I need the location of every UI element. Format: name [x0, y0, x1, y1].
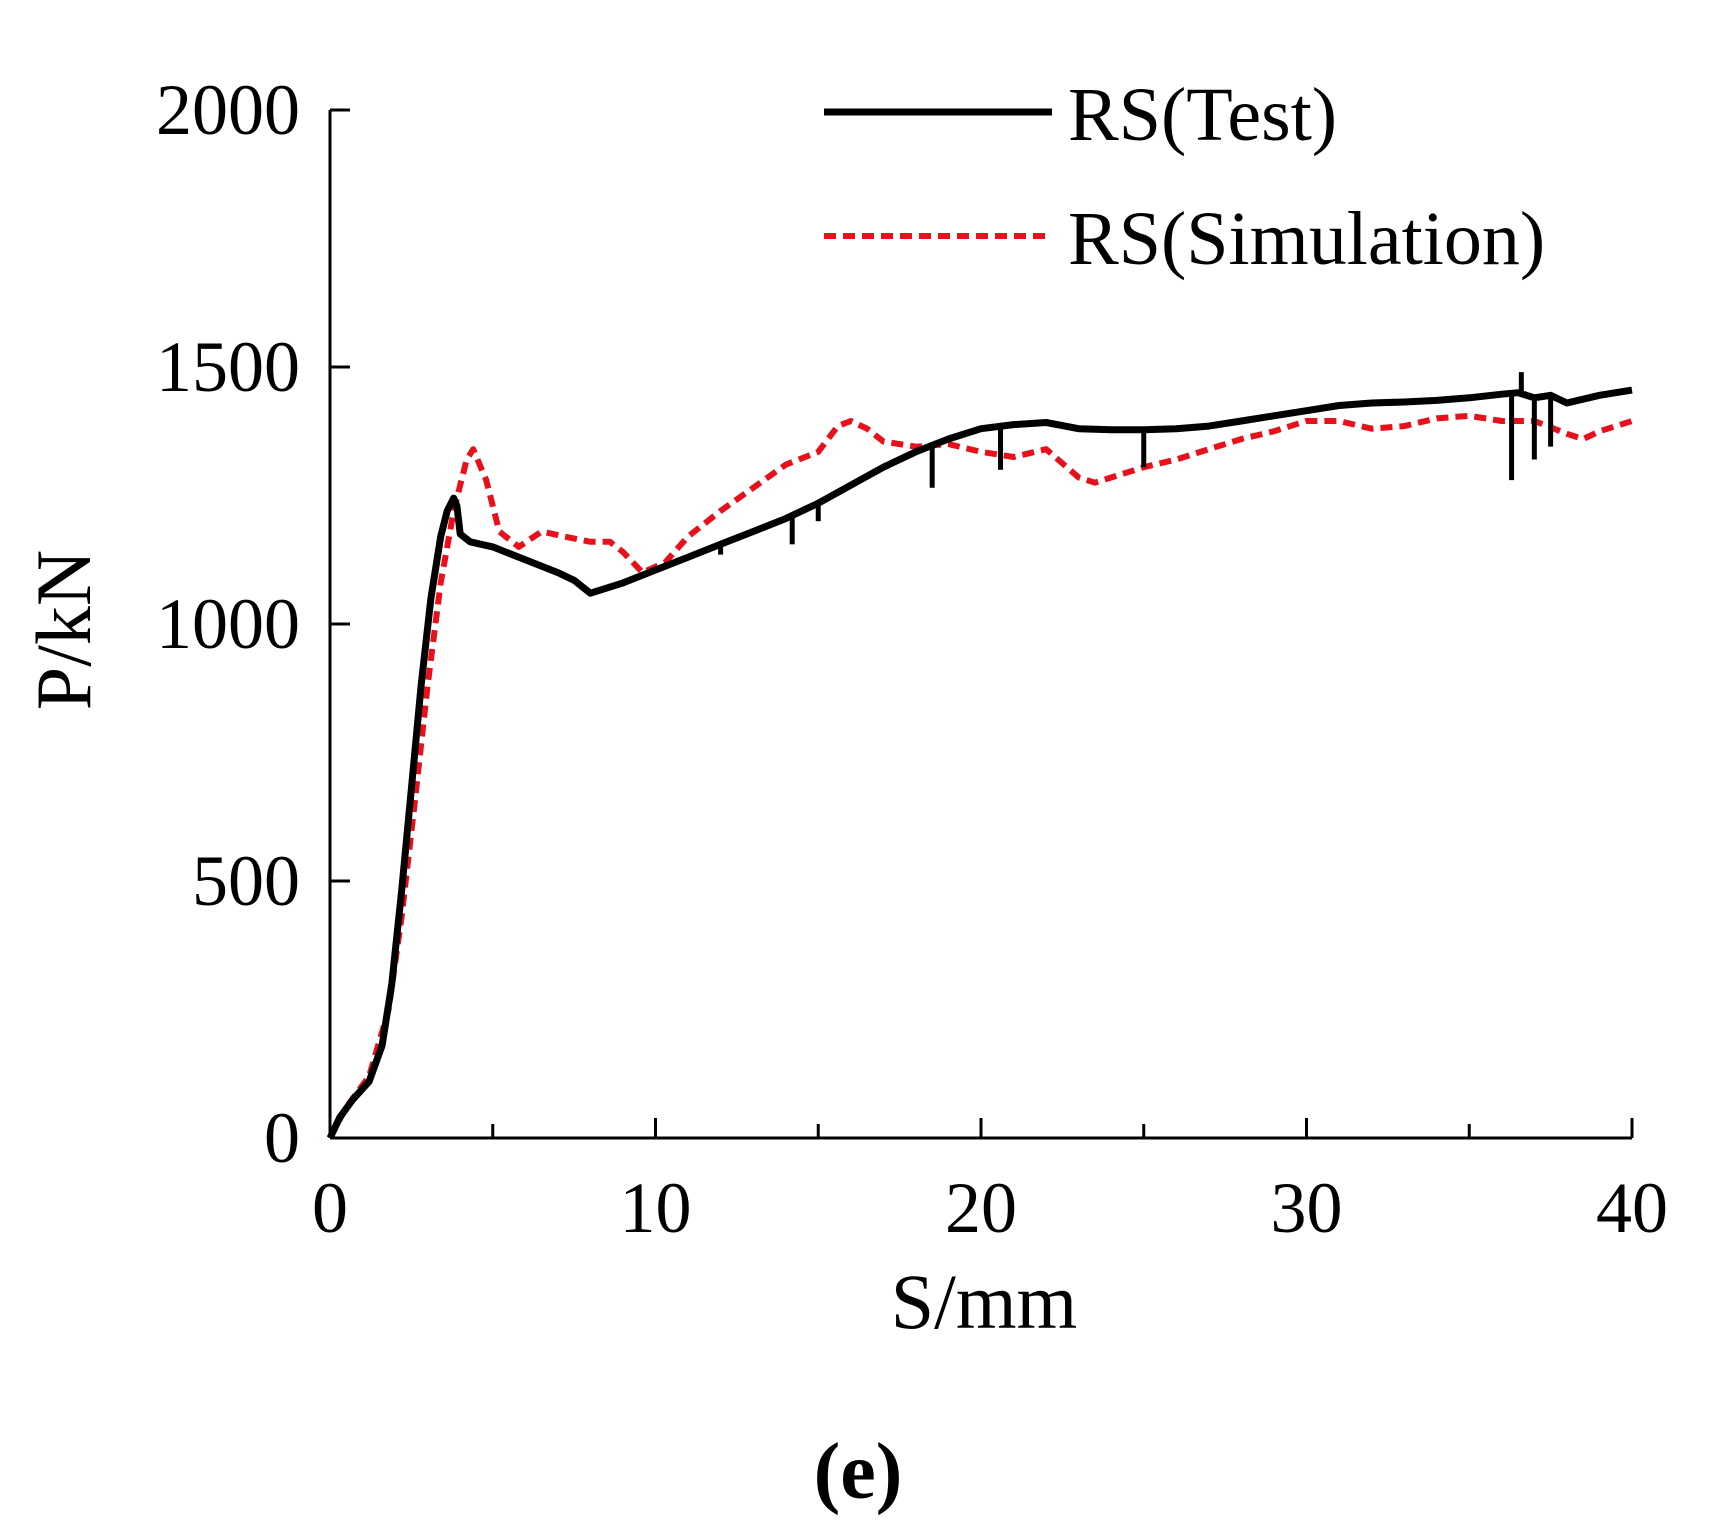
x-tick-label: 0: [312, 1168, 348, 1248]
legend-label-test: RS(Test): [1068, 73, 1337, 157]
legend-label-simulation: RS(Simulation): [1068, 197, 1545, 281]
x-tick-label: 30: [1271, 1168, 1343, 1248]
x-axis-ticks: 0 10 20 30 40: [312, 1118, 1668, 1248]
legend: RS(Test) RS(Simulation): [824, 73, 1545, 281]
series-line-test: [326, 386, 1633, 1140]
y-tick-label: 2000: [156, 70, 300, 150]
x-axis-title: S/mm: [891, 1258, 1077, 1345]
y-tick-label: 0: [264, 1098, 300, 1178]
x-tick-label: 20: [945, 1168, 1017, 1248]
y-tick-label: 500: [192, 841, 300, 921]
x-tick-label: 10: [620, 1168, 692, 1248]
y-tick-label: 1000: [156, 584, 300, 664]
y-axis-ticks: 0 500 1000 1500 2000: [156, 70, 350, 1178]
figure-caption: (e): [814, 1428, 903, 1516]
x-tick-label: 40: [1596, 1168, 1668, 1248]
series-layer: [326, 372, 1633, 1140]
y-tick-label: 1500: [156, 327, 300, 407]
series-line-simulation: [327, 412, 1633, 1140]
y-axis-title: P/kN: [20, 550, 107, 710]
